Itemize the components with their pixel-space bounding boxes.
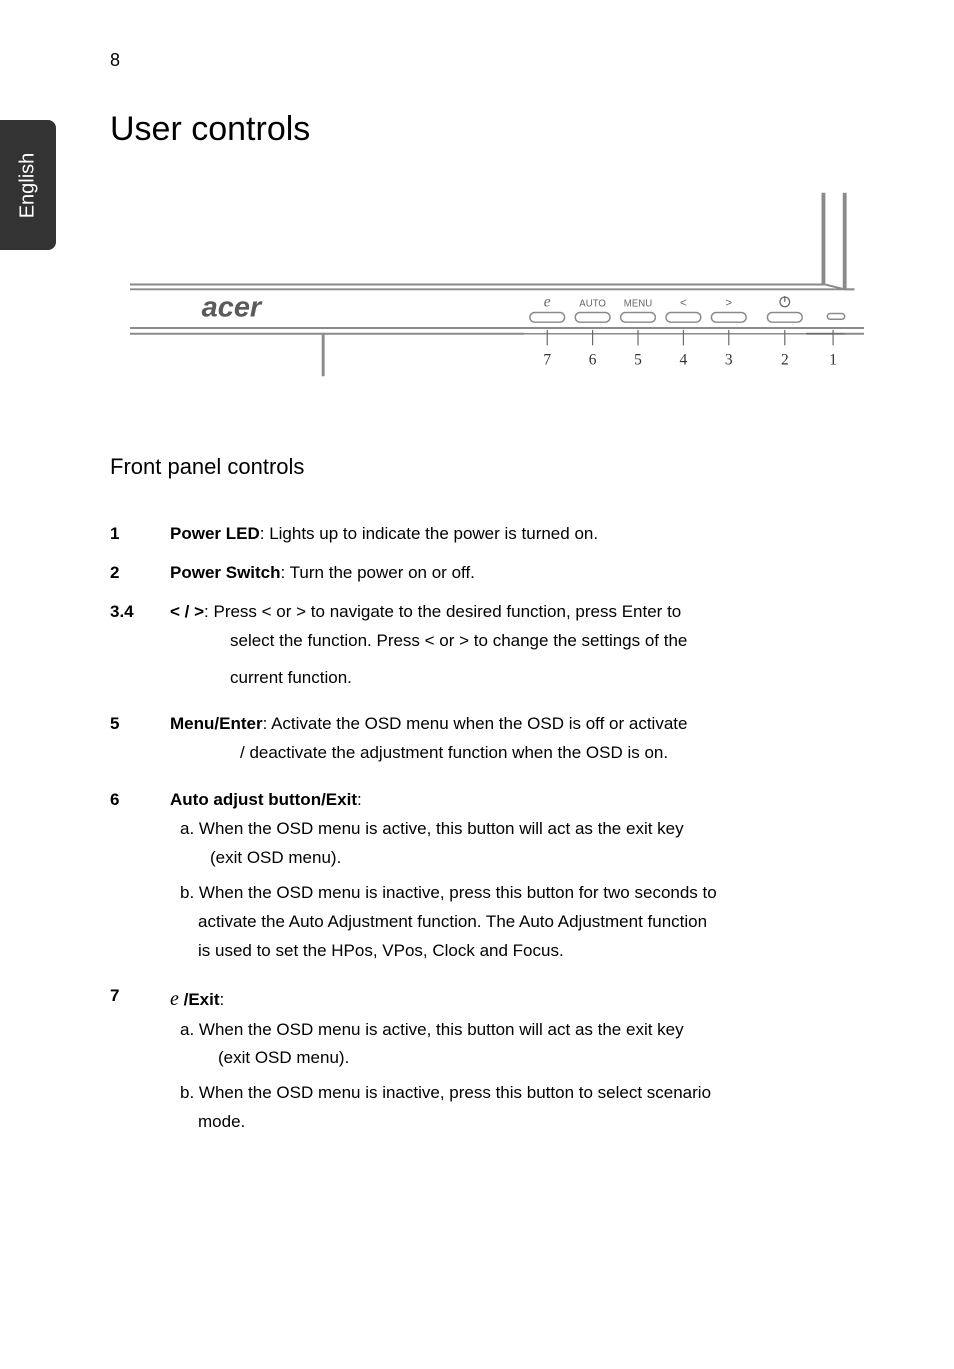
sub-a: a. When the OSD menu is active, this but… <box>180 1016 874 1074</box>
list-item: 5 Menu/Enter: Activate the OSD menu when… <box>110 710 874 776</box>
front-panel-svg: acer e AUTO MENU < > <box>130 189 864 409</box>
item-lead: Power Switch <box>170 563 281 582</box>
item-body: Auto adjust button/Exit: a. When the OSD… <box>170 786 874 971</box>
svg-text:1: 1 <box>829 352 837 369</box>
sub-a-line: a. When the OSD menu is active, this but… <box>180 815 874 844</box>
svg-text:4: 4 <box>680 352 688 369</box>
diagram: acer e AUTO MENU < > <box>110 189 874 414</box>
item-text-cont: / deactivate the adjustment function whe… <box>170 739 874 768</box>
svg-text:3: 3 <box>725 352 733 369</box>
section-subtitle: Front panel controls <box>110 454 874 480</box>
svg-text:MENU: MENU <box>624 299 652 310</box>
item-body: Power Switch: Turn the power on or off. <box>170 559 874 588</box>
item-text: : Activate the OSD menu when the OSD is … <box>263 714 688 733</box>
item-lead: < / > <box>170 602 204 621</box>
sub-b-line: is used to set the HPos, VPos, Clock and… <box>180 937 874 966</box>
list-item: 7 e /Exit: a. When the OSD menu is activ… <box>110 982 874 1144</box>
item-number: 6 <box>110 786 170 971</box>
sub-b-line: b. When the OSD menu is inactive, press … <box>180 1079 874 1108</box>
page-title: User controls <box>110 110 874 149</box>
svg-text:7: 7 <box>543 352 551 369</box>
item-number: 3.4 <box>110 598 170 701</box>
svg-text:e: e <box>544 294 551 311</box>
e-glyph-icon: e <box>170 988 179 1010</box>
item-lead: Power LED <box>170 524 260 543</box>
list-item: 6 Auto adjust button/Exit: a. When the O… <box>110 786 874 971</box>
item-lead: Menu/Enter <box>170 714 263 733</box>
item-text-cont: select the function. Press < or > to cha… <box>170 627 874 656</box>
item-number: 5 <box>110 710 170 776</box>
svg-text:>: > <box>725 298 732 310</box>
side-tab: English <box>0 120 56 250</box>
page-number: 8 <box>110 50 120 71</box>
svg-text:AUTO: AUTO <box>579 299 606 310</box>
svg-text:6: 6 <box>589 352 597 369</box>
item-number: 2 <box>110 559 170 588</box>
item-text-cont: current function. <box>170 664 874 693</box>
item-text: : Turn the power on or off. <box>281 563 475 582</box>
sub-b-line: b. When the OSD menu is inactive, press … <box>180 879 874 908</box>
item-body: Menu/Enter: Activate the OSD menu when t… <box>170 710 874 776</box>
sub-a: a. When the OSD menu is active, this but… <box>180 815 874 873</box>
side-tab-label: English <box>17 152 40 218</box>
list-item: 1 Power LED: Lights up to indicate the p… <box>110 520 874 549</box>
svg-text:<: < <box>680 298 687 310</box>
item-text: : <box>220 990 225 1009</box>
item-number: 1 <box>110 520 170 549</box>
sub-a-line: a. When the OSD menu is active, this but… <box>180 1016 874 1045</box>
item-lead: /Exit <box>179 990 220 1009</box>
list-item: 3.4 < / >: Press < or > to navigate to t… <box>110 598 874 701</box>
page-content: User controls acer e AUTO MENU < > <box>110 110 874 1153</box>
item-text: : <box>357 790 362 809</box>
item-lead: Auto adjust button/Exit <box>170 790 357 809</box>
item-body: e /Exit: a. When the OSD menu is active,… <box>170 982 874 1144</box>
item-text: : Press < or > to navigate to the desire… <box>204 602 681 621</box>
item-number: 7 <box>110 982 170 1144</box>
item-body: < / >: Press < or > to navigate to the d… <box>170 598 874 701</box>
item-body: Power LED: Lights up to indicate the pow… <box>170 520 874 549</box>
sub-b-line: activate the Auto Adjustment function. T… <box>180 908 874 937</box>
sub-b: b. When the OSD menu is inactive, press … <box>180 879 874 966</box>
svg-text:acer: acer <box>202 291 263 323</box>
sub-a-line: (exit OSD menu). <box>180 1044 874 1073</box>
sub-b: b. When the OSD menu is inactive, press … <box>180 1079 874 1137</box>
list-item: 2 Power Switch: Turn the power on or off… <box>110 559 874 588</box>
sub-b-line: mode. <box>180 1108 874 1137</box>
svg-text:5: 5 <box>634 352 642 369</box>
svg-text:2: 2 <box>781 352 789 369</box>
sub-a-line: (exit OSD menu). <box>180 844 874 873</box>
item-text: : Lights up to indicate the power is tur… <box>260 524 598 543</box>
